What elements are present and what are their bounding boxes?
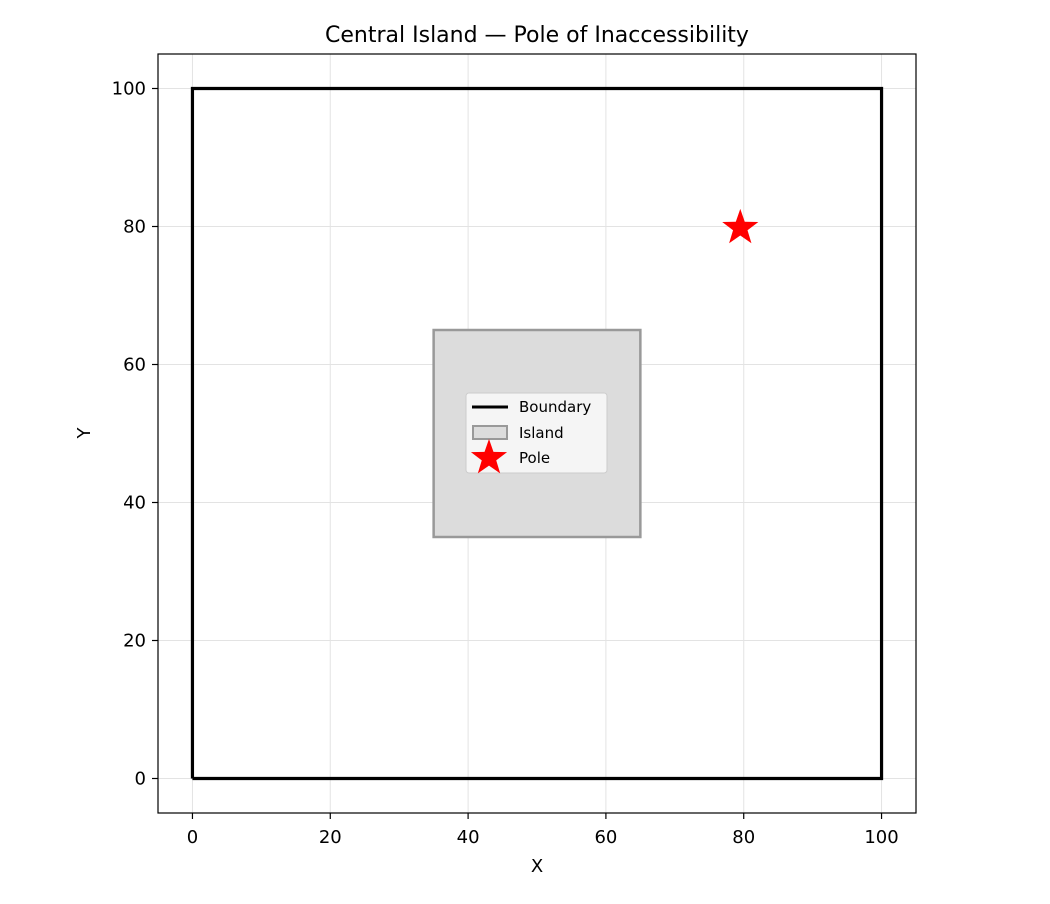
boundary-line [190, 86, 884, 781]
legend-pole-label: Pole [519, 449, 550, 467]
x-axis-label: X [531, 856, 543, 877]
y-tick-label: 100 [112, 79, 146, 100]
x-tick-label: 40 [457, 827, 480, 848]
plot-frame [157, 53, 917, 814]
x-tick-label: 80 [732, 827, 755, 848]
axis-ticks: 0 20 40 60 80 100 0 20 40 60 80 100 [112, 79, 899, 849]
legend-boundary-label: Boundary [519, 398, 591, 416]
y-tick-label: 60 [123, 355, 146, 376]
pole-marker [722, 208, 759, 244]
x-tick-label: 100 [864, 827, 898, 848]
legend-island-swatch [472, 425, 508, 440]
y-tick-label: 0 [135, 769, 146, 790]
x-tick-label: 20 [319, 827, 342, 848]
y-axis-label: Y [74, 427, 95, 440]
y-tick-label: 80 [123, 217, 146, 238]
x-tick-label: 0 [187, 827, 198, 848]
y-tick-label: 20 [123, 631, 146, 652]
legend-island-label: Island [519, 424, 564, 442]
x-tick-label: 60 [594, 827, 617, 848]
legend-pole-star [470, 439, 508, 474]
y-tick-label: 40 [123, 493, 146, 514]
chart-title: Central Island — Pole of Inaccessibility [325, 23, 749, 48]
legend: Boundary Island Pole [465, 392, 608, 474]
